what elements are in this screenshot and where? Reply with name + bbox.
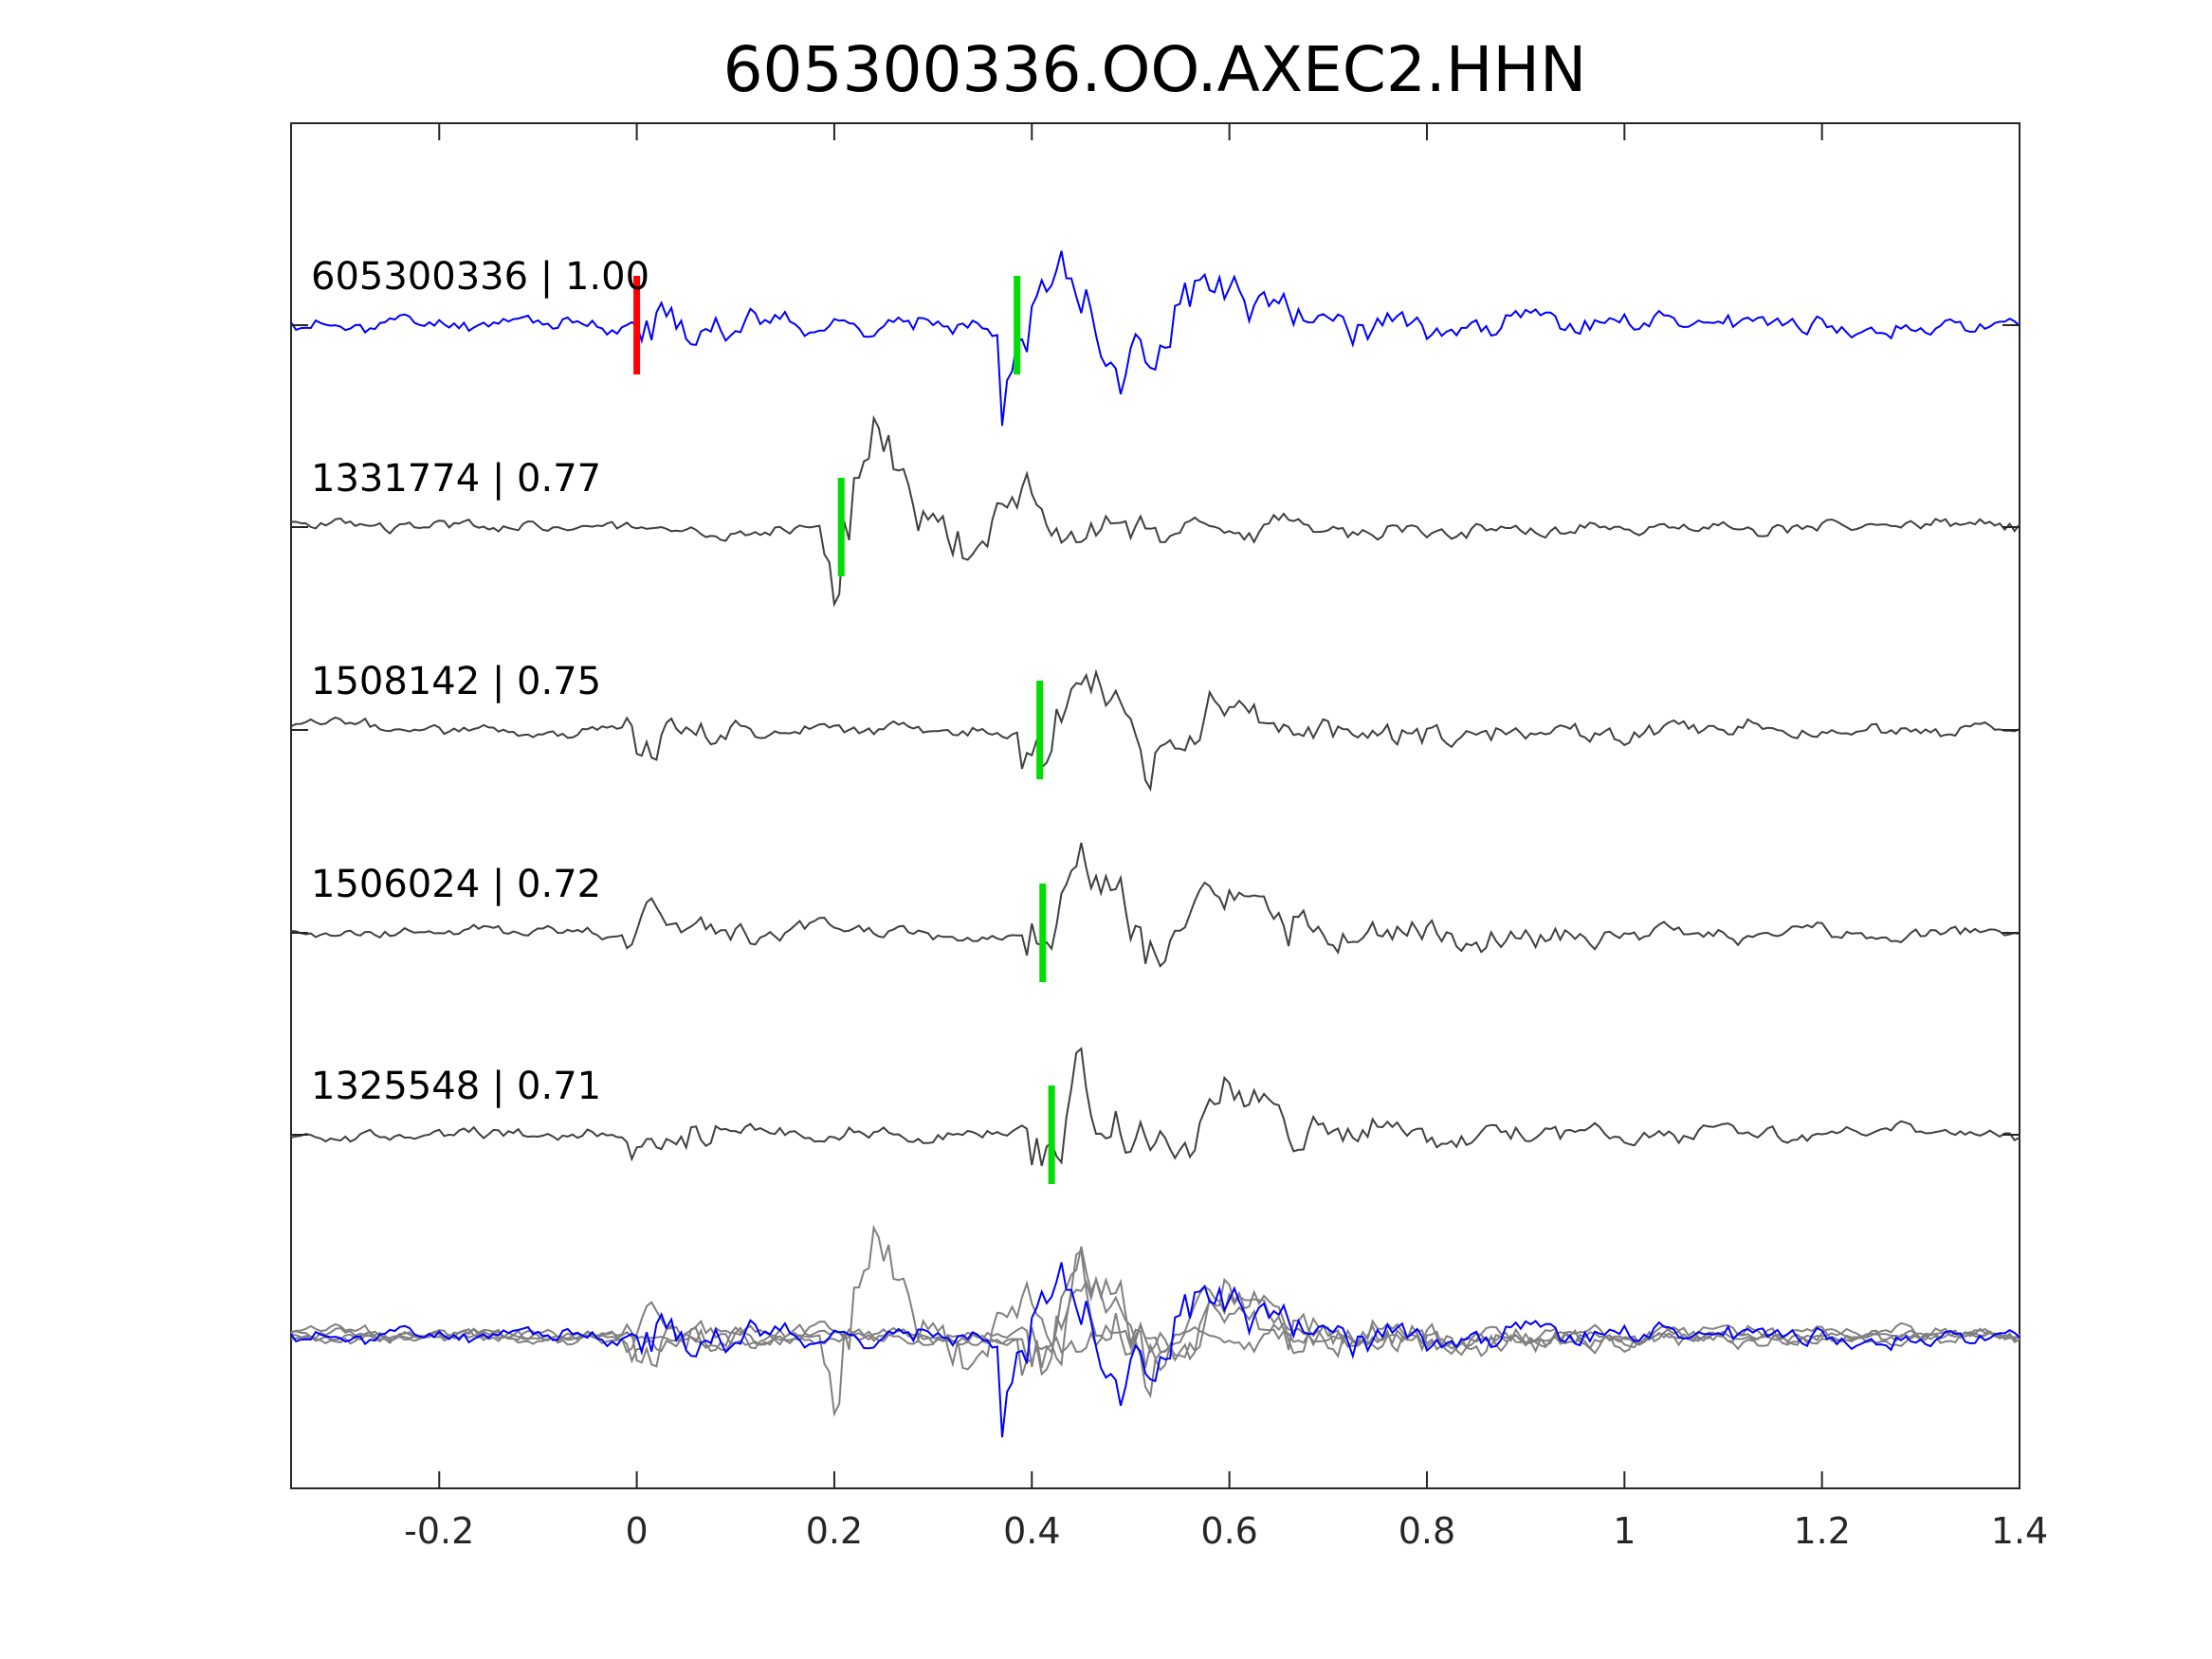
x-tick-label: 1.2	[1793, 1510, 1850, 1552]
x-tick-label: 1.4	[1991, 1510, 2048, 1552]
overlay-trace-1331774	[290, 1224, 2020, 1417]
trace-line-1506024	[290, 842, 2020, 968]
overlay-trace-1325548	[290, 1249, 2020, 1369]
x-tick-label: 0.8	[1398, 1510, 1455, 1552]
trace-label-1331774: 1331774 | 0.77	[311, 457, 601, 501]
x-tick-label: 0	[626, 1510, 649, 1552]
chart-title: 605300336.OO.AXEC2.HHN	[723, 33, 1587, 106]
trace-line-605300336	[290, 250, 2020, 427]
trace-line-1331774	[290, 414, 2020, 608]
x-tick-label: 0.4	[1003, 1510, 1060, 1552]
x-tick-label: -0.2	[404, 1510, 474, 1552]
x-tick-label: 1	[1613, 1510, 1636, 1552]
trace-label-1325548: 1325548 | 0.71	[311, 1065, 601, 1108]
x-tick-label: 0.6	[1200, 1510, 1257, 1552]
x-tick-label: 0.2	[806, 1510, 863, 1552]
plot-area	[290, 122, 2020, 1489]
trace-line-1325548	[290, 1047, 2020, 1167]
trace-label-1506024: 1506024 | 0.72	[311, 863, 601, 906]
trace-label-605300336: 605300336 | 1.00	[311, 255, 649, 299]
trace-line-1508142	[290, 668, 2020, 793]
overlay-trace-605300336	[290, 1262, 2020, 1438]
trace-label-1508142: 1508142 | 0.75	[311, 660, 601, 703]
